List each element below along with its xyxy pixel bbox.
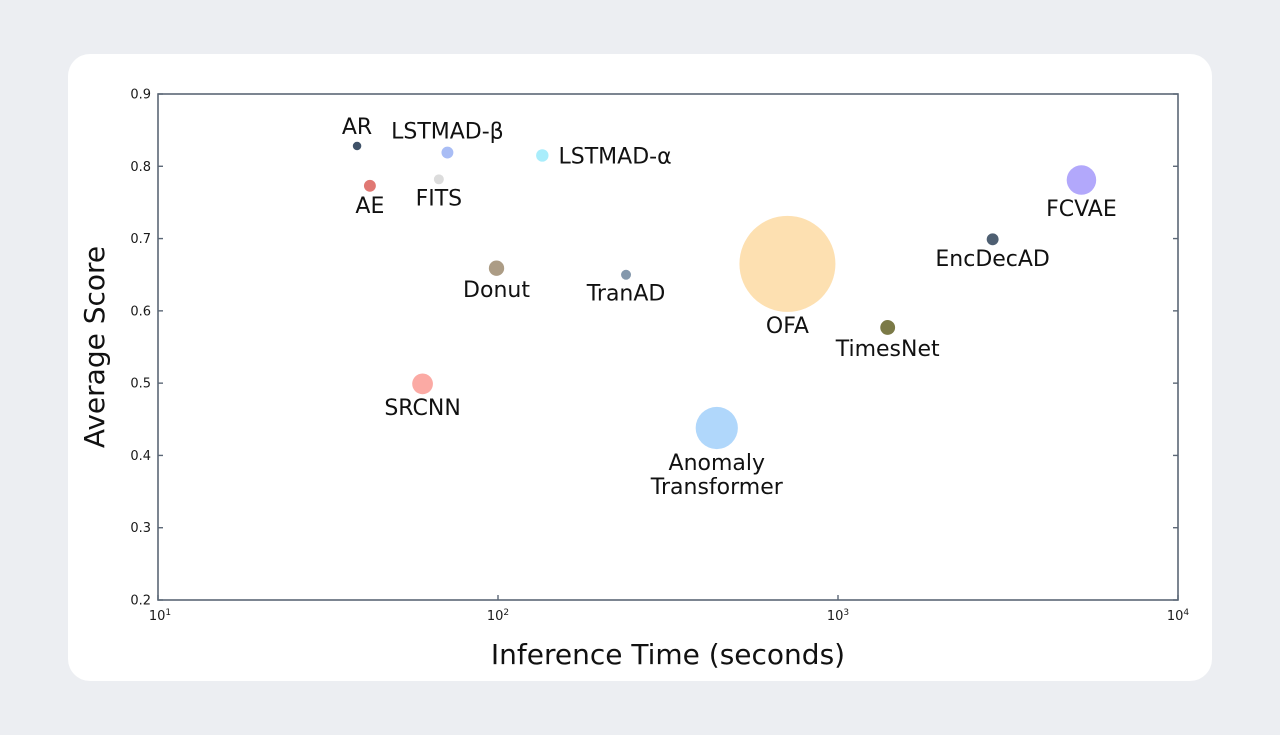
point-label-tranad: TranAD <box>586 282 666 307</box>
axis-ticks: 0.2 0.3 0.4 0.5 0.6 0.7 0.8 0.9 101 102 103 104 <box>130 88 1189 625</box>
point-label-fcvae: FCVAE <box>1046 197 1117 222</box>
y-tick-label: 0.6 <box>130 304 151 319</box>
y-tick-label: 0.2 <box>130 594 151 609</box>
point-ofa <box>739 215 836 312</box>
point-tranad <box>621 269 632 280</box>
point-fits <box>433 174 444 185</box>
point-label-lstmad: LSTMAD-β <box>391 120 504 145</box>
point-label-fits: FITS <box>416 186 463 211</box>
point-timesnet <box>880 320 896 335</box>
y-tick-label: 0.9 <box>130 88 151 103</box>
x-axis-title: Inference Time (seconds) <box>491 638 845 671</box>
y-tick-label: 0.7 <box>130 232 151 247</box>
point-label-anomaly-transformer: Anomaly Transformer <box>650 451 784 500</box>
point-label-donut: Donut <box>463 278 530 303</box>
point-label-lstmad: LSTMAD-α <box>559 144 672 169</box>
point-ar <box>352 141 362 151</box>
data-points <box>352 141 1097 450</box>
point-label-ofa: OFA <box>766 314 809 339</box>
point-anomaly-transformer <box>695 406 738 450</box>
y-axis-title: Average Score <box>78 246 111 448</box>
point-label-ar: AR <box>342 115 372 140</box>
point-label-timesnet: TimesNet <box>835 337 940 362</box>
point-label-encdecad: EncDecAD <box>935 247 1050 272</box>
x-tick-label: 103 <box>827 608 849 624</box>
x-tick-label: 104 <box>1167 608 1190 624</box>
point-ae <box>363 179 376 192</box>
point-label-ae: AE <box>355 194 384 219</box>
point-label-srcnn: SRCNN <box>384 396 460 421</box>
point-donut <box>488 260 505 276</box>
y-tick-label: 0.3 <box>130 521 151 536</box>
plot-area <box>157 93 1179 601</box>
x-tick-label: 101 <box>149 608 171 624</box>
y-tick-label: 0.5 <box>130 377 151 392</box>
point-lstmad <box>441 146 454 159</box>
point-srcnn <box>412 373 433 395</box>
point-encdecad <box>986 233 999 246</box>
y-tick-label: 0.4 <box>130 449 151 464</box>
x-tick-label: 102 <box>487 608 509 624</box>
point-labels: AR LSTMAD-β LSTMAD-α FITS AE Donut TranAD SRCNN… <box>342 115 1117 500</box>
y-tick-label: 0.8 <box>130 160 151 175</box>
scatter-chart: 0.2 0.3 0.4 0.5 0.6 0.7 0.8 0.9 101 102 103 104 AR L… <box>78 88 1189 672</box>
chart-card: 0.2 0.3 0.4 0.5 0.6 0.7 0.8 0.9 101 102 103 104 AR L… <box>68 54 1212 681</box>
point-lstmad <box>536 149 549 162</box>
point-fcvae <box>1066 165 1097 195</box>
